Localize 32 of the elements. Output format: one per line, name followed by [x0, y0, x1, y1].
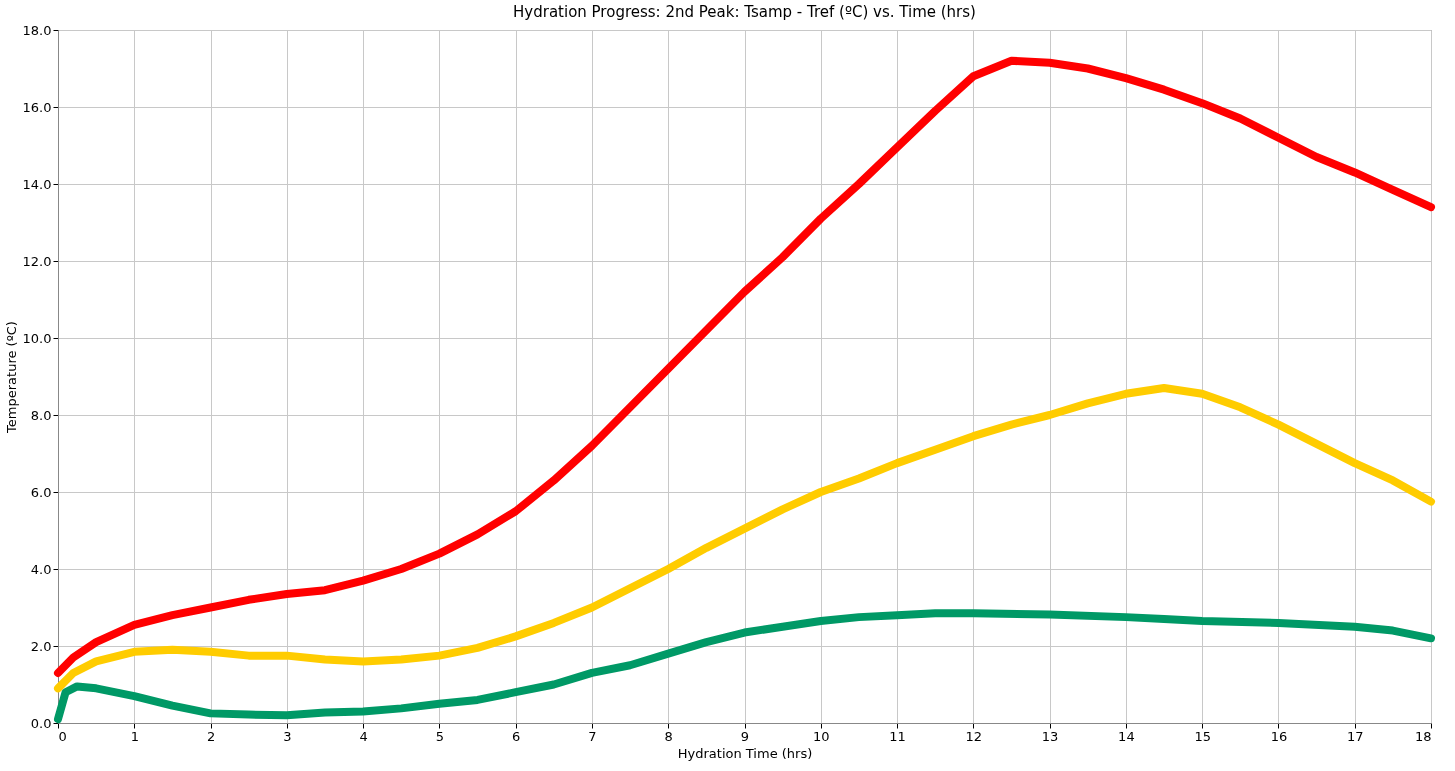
- x-tick-label: 11: [889, 728, 906, 744]
- x-tick-label: 17: [1346, 728, 1364, 744]
- x-tick-label: 16: [1270, 728, 1288, 744]
- x-tick-label: 4: [359, 728, 368, 744]
- x-tick-label: 14: [1118, 728, 1135, 744]
- y-axis-title: Temperature (ºC): [3, 321, 19, 434]
- y-tick-label: 12.0: [22, 253, 52, 269]
- x-tick-label: 2: [206, 728, 216, 744]
- x-tick-label: 18: [1414, 728, 1432, 744]
- y-tick-label: 14.0: [22, 176, 52, 192]
- x-tick-label: 9: [740, 728, 750, 744]
- x-tick-label: 7: [588, 728, 597, 744]
- x-tick-label: 8: [664, 728, 673, 744]
- y-tick-label: 8.0: [30, 407, 52, 423]
- x-tick-label: 13: [1041, 728, 1059, 744]
- y-tick-label: 16.0: [22, 99, 52, 115]
- chart-title: Hydration Progress: 2nd Peak: Tsamp - Tref (ºC) vs. Time (hrs): [513, 3, 976, 21]
- x-tick-label: 6: [512, 728, 521, 744]
- x-axis-title: Hydration Time (hrs): [677, 745, 813, 761]
- y-tick-label: 6.0: [30, 484, 52, 500]
- x-tick-label: 0: [58, 728, 67, 744]
- y-tick-label: 0.0: [30, 715, 52, 731]
- x-tick-label: 10: [813, 728, 830, 744]
- x-tick-label: 1: [130, 728, 139, 744]
- y-tick-label: 18.0: [22, 22, 52, 38]
- x-tick-label: 3: [283, 728, 292, 744]
- x-tick-label: 12: [965, 728, 983, 744]
- x-tick-label: 15: [1194, 728, 1211, 744]
- y-tick-label: 10.0: [22, 330, 52, 346]
- y-tick-label: 4.0: [30, 561, 52, 577]
- y-tick-label: 2.0: [30, 638, 52, 654]
- x-tick-label: 5: [435, 728, 445, 744]
